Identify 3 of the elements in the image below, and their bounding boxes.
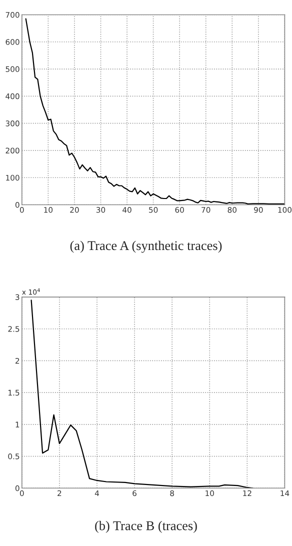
line-series — [25, 18, 285, 204]
text: (b) Trace B (traces) — [95, 520, 197, 533]
text: (a) Trace A (synthetic traces) — [70, 240, 222, 253]
